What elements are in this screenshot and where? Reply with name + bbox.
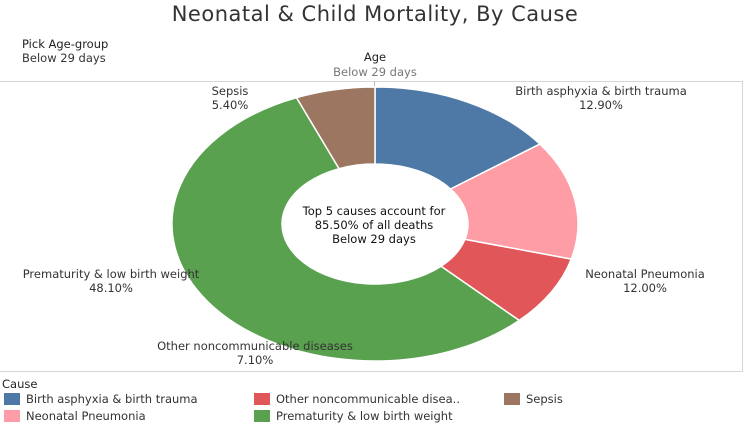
legend-swatch	[4, 410, 20, 422]
slice-neonatal-pneumonia[interactable]	[449, 143, 579, 260]
slice-prematurity[interactable]	[171, 96, 521, 362]
slice-value: 5.40%	[211, 98, 249, 112]
chart-pane	[0, 81, 743, 372]
legend-label: Neonatal Pneumonia	[26, 409, 146, 423]
filter-label: Pick Age-group	[22, 37, 109, 51]
legend-item-neonatal-pneumonia[interactable]: Neonatal Pneumonia	[4, 409, 146, 423]
legend-label: Prematurity & low birth weight	[276, 409, 453, 423]
header-divider	[374, 81, 375, 90]
slice-name: Prematurity & low birth weight	[22, 267, 200, 281]
slice-label-other-noncommunicable: Other noncommunicable diseases 7.10%	[120, 339, 390, 367]
slice-birth-asphyxia[interactable]	[374, 86, 542, 190]
legend-item-other-noncommunicable[interactable]: Other noncommunicable disea..	[254, 392, 460, 406]
slice-sepsis[interactable]	[295, 86, 376, 170]
legend-swatch	[4, 393, 20, 405]
slice-name: Other noncommunicable diseases	[157, 339, 353, 353]
slice-name: Sepsis	[211, 84, 249, 98]
legend-swatch	[254, 393, 270, 405]
center-line-1: Top 5 causes account for	[302, 204, 446, 218]
legend-swatch	[254, 410, 270, 422]
age-header-value: Below 29 days	[333, 65, 417, 79]
legend-title: Cause	[2, 377, 38, 391]
slice-label-birth-asphyxia: Birth asphyxia & birth trauma 12.90%	[476, 84, 726, 112]
center-line-3: Below 29 days	[332, 232, 416, 246]
legend-label: Birth asphyxia & birth trauma	[26, 392, 198, 406]
age-group-filter[interactable]: Pick Age-group Below 29 days	[22, 37, 108, 65]
legend-item-birth-asphyxia[interactable]: Birth asphyxia & birth trauma	[4, 392, 198, 406]
slice-label-neonatal-pneumonia: Neonatal Pneumonia 12.00%	[550, 267, 740, 295]
legend-swatch	[504, 393, 520, 405]
slice-label-prematurity: Prematurity & low birth weight 48.10%	[0, 267, 222, 295]
slice-value: 7.10%	[236, 353, 274, 367]
slice-name: Birth asphyxia & birth trauma	[515, 84, 687, 98]
age-panel-header: Age Below 29 days	[300, 50, 450, 80]
slice-value: 12.00%	[623, 281, 667, 295]
age-header-label: Age	[363, 50, 387, 64]
center-line-2: 85.50% of all deaths	[314, 218, 434, 232]
slice-value: 48.10%	[89, 281, 133, 295]
donut-center-text: Top 5 causes account for 85.50% of all d…	[270, 204, 478, 246]
legend-item-sepsis[interactable]: Sepsis	[504, 392, 563, 406]
chart-title: Neonatal & Child Mortality, By Cause	[171, 2, 579, 26]
legend-label: Sepsis	[526, 392, 563, 406]
slice-name: Neonatal Pneumonia	[585, 267, 705, 281]
slice-label-sepsis: Sepsis 5.40%	[175, 84, 285, 112]
legend-label: Other noncommunicable disea..	[276, 392, 460, 406]
slice-value: 12.90%	[579, 98, 623, 112]
filter-value[interactable]: Below 29 days	[22, 51, 106, 65]
legend-item-prematurity[interactable]: Prematurity & low birth weight	[254, 409, 453, 423]
